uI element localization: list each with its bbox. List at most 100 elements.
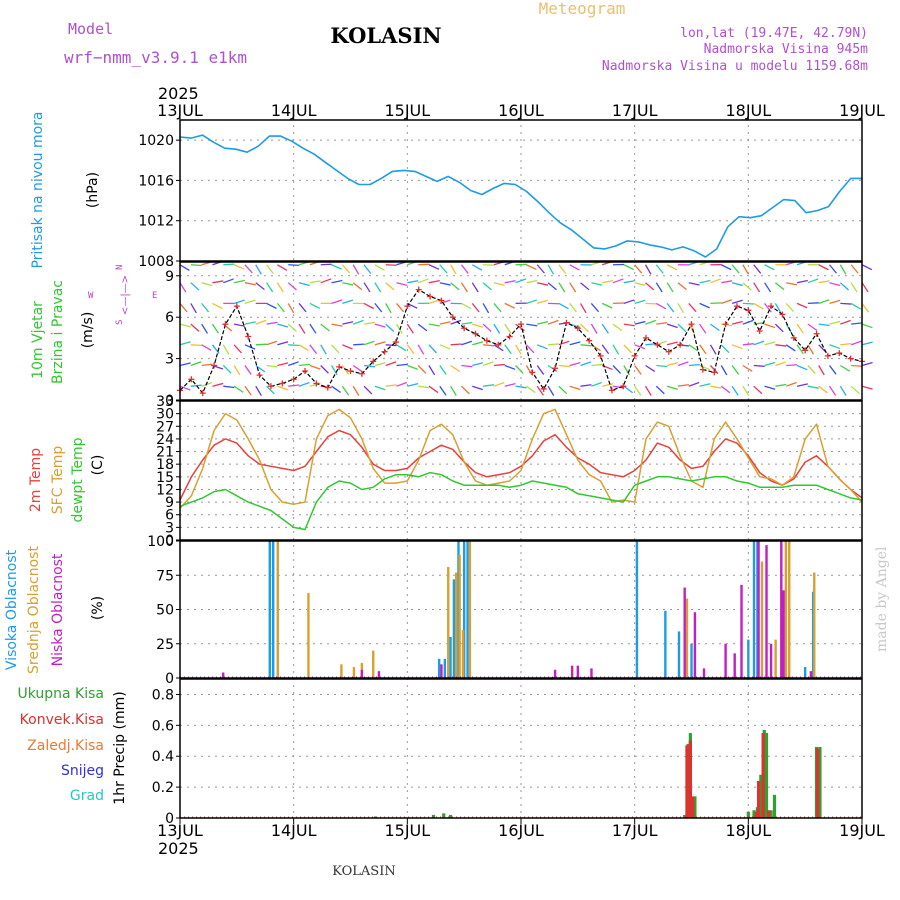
wind-barb — [851, 364, 863, 367]
wind-speed-marker — [552, 365, 559, 372]
wind-barb — [666, 341, 678, 346]
wind-barb — [331, 279, 343, 284]
wind-barb — [742, 385, 750, 396]
wind-barb — [363, 385, 373, 395]
wind-barb — [580, 344, 592, 347]
wind-barb — [309, 323, 317, 334]
clouds-bar — [677, 631, 681, 678]
cloud-unit: (%) — [90, 596, 106, 620]
clouds-bar — [782, 590, 785, 678]
temperature-series-0 — [179, 429, 863, 501]
wind-barb — [731, 299, 743, 305]
wind-barb — [655, 264, 664, 274]
wind-barb — [428, 365, 436, 376]
wind-barb — [331, 385, 341, 393]
clouds-bar — [724, 643, 727, 678]
wind-barb — [612, 385, 624, 389]
wind-barb — [179, 302, 188, 313]
wind-barb — [536, 365, 545, 375]
wind-speed-marker — [188, 376, 195, 383]
year-bottom: 2025 — [158, 839, 199, 858]
wind-speed-marker — [279, 380, 286, 387]
wind-barb — [666, 303, 675, 313]
wind-barb — [461, 340, 473, 346]
wind-speed-marker — [336, 363, 343, 370]
wind-barb — [861, 303, 870, 313]
wind-barb — [223, 278, 234, 284]
wind-barb — [753, 385, 763, 395]
wind-barb — [288, 384, 300, 387]
wind-barb — [666, 361, 678, 367]
wind-speed-marker — [506, 333, 513, 340]
wind-barb — [190, 344, 202, 347]
wind-barb — [341, 365, 350, 375]
wind-barb — [439, 385, 447, 396]
wind-barb — [190, 264, 202, 267]
wind-barb — [818, 280, 830, 284]
wind-barb — [807, 302, 819, 305]
y-tick-label: 12 — [156, 482, 174, 498]
wind-barb — [623, 299, 635, 305]
clouds-bar — [740, 584, 743, 678]
wind-barb — [396, 381, 408, 387]
wind-barb — [666, 282, 674, 293]
wind-barb — [277, 323, 289, 328]
wind-speed-marker — [404, 303, 411, 310]
wind-barb — [666, 385, 678, 390]
wind-barb — [244, 282, 256, 286]
wind-barb — [579, 303, 587, 314]
wind-barb — [385, 323, 395, 332]
clouds-bar — [769, 643, 773, 678]
wind-barb — [472, 385, 483, 391]
wind-barb — [450, 385, 457, 396]
wind-speed-marker — [415, 286, 422, 293]
wind-speed-marker — [211, 362, 218, 369]
y-tick-label: 1020 — [138, 133, 174, 149]
wind-barb — [547, 282, 557, 291]
wind-barb — [385, 361, 397, 367]
precip-bar — [759, 774, 763, 818]
temperature-series-2 — [179, 471, 863, 531]
wind-speed-marker — [222, 321, 229, 328]
wind-barb — [861, 323, 873, 329]
wind-barb — [753, 340, 765, 346]
wind-barb — [526, 299, 538, 305]
wind-speed-marker — [267, 383, 274, 390]
wind-barb — [482, 323, 492, 333]
wind-barb — [526, 264, 537, 271]
wind-barb — [320, 365, 329, 374]
wind-barb — [818, 264, 829, 271]
wind-barb — [320, 323, 330, 332]
wind-barb — [331, 344, 340, 354]
wind-barb — [417, 344, 425, 355]
temp-unit: (C) — [90, 455, 106, 476]
clouds-bar — [221, 672, 225, 678]
precip-bar — [683, 814, 687, 818]
wind-barb — [601, 344, 610, 355]
temp-axis-title-1: SFC Temp — [50, 446, 66, 515]
wind-barb — [699, 279, 711, 284]
model-name: wrf−nmm_v3.9.1 e1km — [64, 48, 247, 67]
wind-barb — [504, 383, 516, 387]
wind-barb — [515, 344, 522, 355]
y-tick-label: 15 — [156, 470, 174, 486]
wind-barb — [277, 385, 289, 391]
wind-barb — [504, 302, 515, 309]
wind-barb — [277, 362, 289, 367]
wind-barb — [504, 323, 512, 334]
wind-barb — [720, 264, 732, 271]
pressure-series-0 — [179, 134, 862, 258]
wind-barb — [482, 361, 494, 367]
wind-barb — [266, 321, 278, 325]
wind-speed-marker — [722, 321, 729, 328]
wind-barb — [342, 299, 354, 305]
y-tick-label: 9 — [165, 495, 174, 511]
clouds-bar — [733, 653, 736, 678]
wind-barb — [222, 365, 232, 374]
clouds-bar — [757, 541, 760, 678]
wind-barb — [742, 302, 754, 305]
wind-barb — [731, 320, 743, 325]
clouds-bar — [447, 567, 450, 678]
y-tick-label: 30 — [156, 407, 174, 423]
